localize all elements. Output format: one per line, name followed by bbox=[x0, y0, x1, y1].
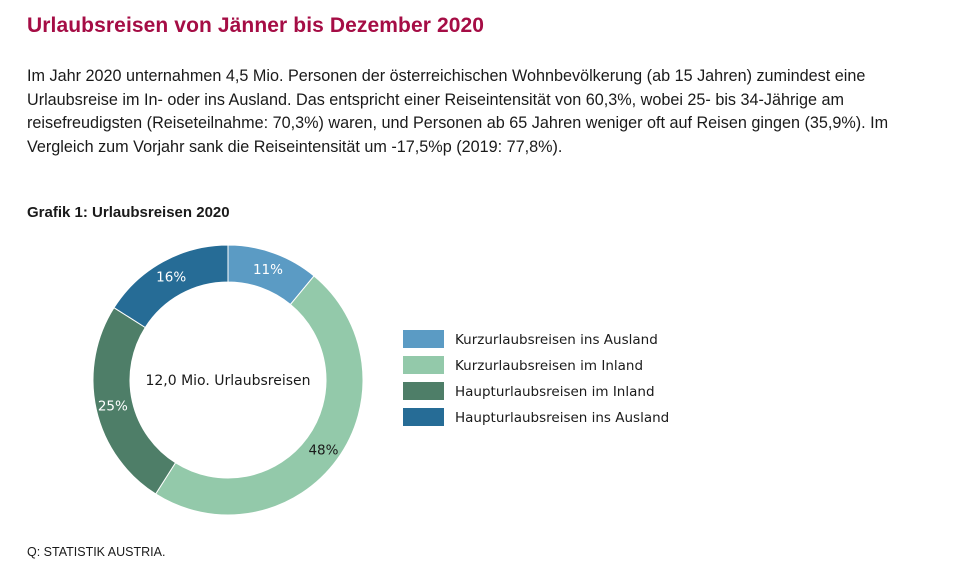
donut-slices bbox=[92, 244, 364, 516]
legend-label: Kurzurlaubsreisen ins Ausland bbox=[455, 332, 658, 348]
legend-swatch bbox=[403, 356, 444, 374]
legend-swatch bbox=[403, 408, 444, 426]
chart-title: Grafik 1: Urlaubsreisen 2020 bbox=[27, 204, 230, 221]
slice-label-kurzurlaubsreisen-ins-ausland: 11% bbox=[253, 262, 283, 278]
slice-label-kurzurlaubsreisen-im-inland: 48% bbox=[308, 442, 338, 458]
legend-label: Haupturlaubsreisen im Inland bbox=[455, 384, 655, 400]
legend-item-kurzurlaubsreisen-im-inland: Kurzurlaubsreisen im Inland bbox=[403, 356, 643, 374]
legend-label: Kurzurlaubsreisen im Inland bbox=[455, 358, 643, 374]
chart-legend: Kurzurlaubsreisen ins Ausland Kurzurlaubs… bbox=[403, 330, 669, 426]
legend-item-kurzurlaubsreisen-ins-ausland: Kurzurlaubsreisen ins Ausland bbox=[403, 330, 658, 348]
legend-item-haupturlaubsreisen-im-inland: Haupturlaubsreisen im Inland bbox=[403, 382, 655, 400]
legend-swatch bbox=[403, 330, 444, 348]
donut-slice-kurzurlaubsreisen-im-inland bbox=[154, 275, 364, 516]
donut-center-label: 12,0 Mio. Urlaubsreisen bbox=[145, 373, 310, 389]
legend-item-haupturlaubsreisen-ins-ausland: Haupturlaubsreisen ins Ausland bbox=[403, 408, 669, 426]
donut-slice-haupturlaubsreisen-ins-ausland bbox=[113, 244, 229, 329]
intro-paragraph: Im Jahr 2020 unternahmen 4,5 Mio. Person… bbox=[27, 67, 889, 156]
slice-label-haupturlaubsreisen-im-inland: 25% bbox=[98, 399, 128, 415]
source-note: Q: STATISTIK AUSTRIA. bbox=[27, 545, 166, 559]
slice-labels: 11% 48% 25% 16% bbox=[98, 262, 339, 458]
legend-label: Haupturlaubsreisen ins Ausland bbox=[455, 410, 669, 426]
page-title: Urlaubsreisen von Jänner bis Dezember 20… bbox=[27, 14, 485, 37]
legend-swatch bbox=[403, 382, 444, 400]
slice-label-haupturlaubsreisen-ins-ausland: 16% bbox=[156, 270, 186, 286]
